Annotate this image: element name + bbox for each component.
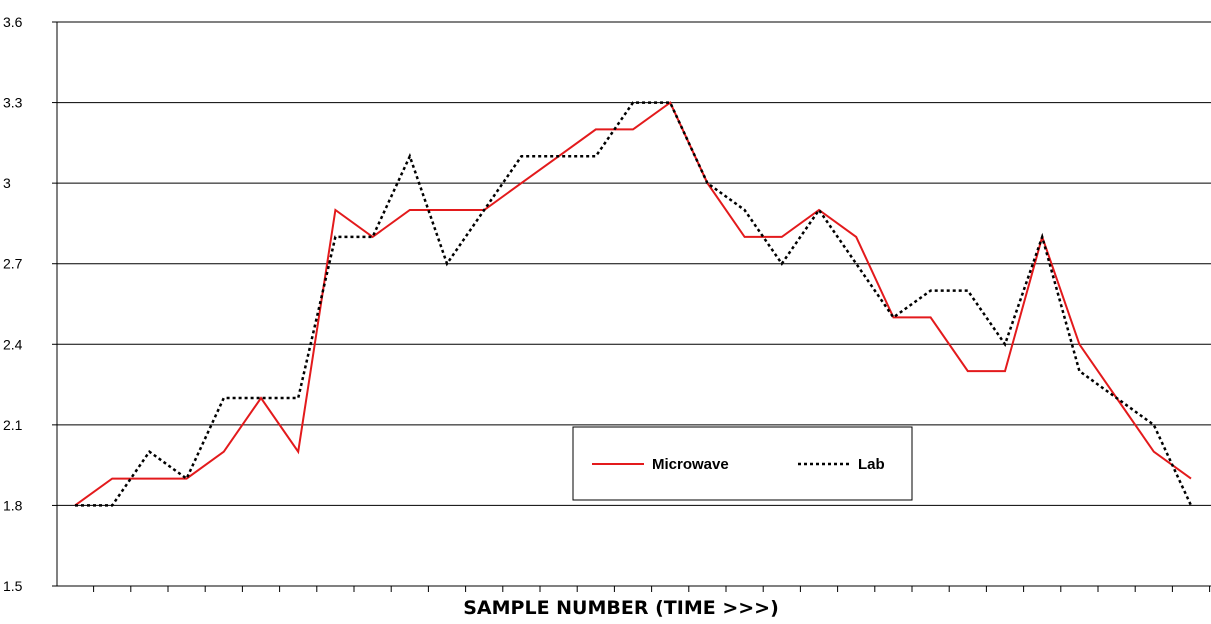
y-tick-label: 1.8 xyxy=(3,497,23,513)
gridlines xyxy=(57,21,1211,506)
y-tick-label: 2.1 xyxy=(3,417,23,433)
y-tick-label: 3.3 xyxy=(3,95,23,111)
y-axis: 1.5 1.8 2.1 2.4 2.7 3 3.3 3.6 xyxy=(3,14,58,594)
y-tick-label: 2.7 xyxy=(3,256,23,272)
y-tick-label: 3.6 xyxy=(3,14,23,30)
legend-label-microwave: Microwave xyxy=(652,456,729,473)
series-line-microwave xyxy=(74,101,1192,507)
x-axis xyxy=(57,585,1211,592)
y-tick-label: 2.4 xyxy=(3,336,23,352)
x-axis-label: SAMPLE NUMBER (TIME >>>) xyxy=(463,597,779,619)
series-group xyxy=(74,101,1193,507)
y-tick-label: 3 xyxy=(3,175,11,191)
legend-label-lab: Lab xyxy=(858,456,885,473)
y-tick-label: 1.5 xyxy=(3,578,23,594)
legend: Microwave Lab xyxy=(572,426,913,501)
series-line-lab xyxy=(75,101,1193,507)
